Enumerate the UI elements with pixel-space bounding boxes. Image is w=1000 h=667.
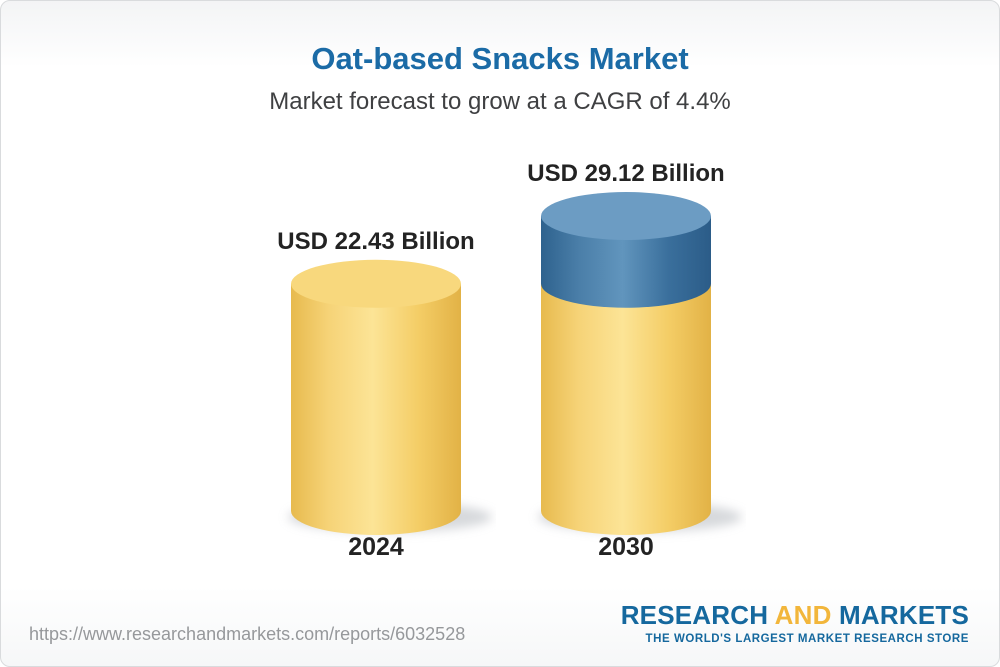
report-url-link[interactable]: https://www.researchandmarkets.com/repor…	[29, 624, 466, 644]
chart-subtitle: Market forecast to grow at a CAGR of 4.4…	[269, 88, 731, 115]
logo-wordmark: RESEARCH AND MARKETS	[621, 600, 969, 631]
bar-year-label-2030: 2030	[598, 533, 654, 561]
cylinder-top-face	[291, 259, 461, 308]
logo-word-and: AND	[774, 600, 832, 630]
logo-tagline: THE WORLD'S LARGEST MARKET RESEARCH STOR…	[645, 633, 969, 645]
bar-value-label-2030: USD 29.12 Billion	[527, 160, 725, 187]
cylinder-segment-yellow	[291, 283, 461, 535]
cylinder-segment-yellow	[541, 283, 711, 535]
bar-year-label-2024: 2024	[348, 533, 404, 561]
chart-title: Oat-based Snacks Market	[311, 41, 689, 76]
bar-value-label-2024: USD 22.43 Billion	[277, 227, 475, 255]
cylinder-top-face	[541, 192, 711, 240]
researchandmarkets-logo: RESEARCH AND MARKETS THE WORLD'S LARGEST…	[621, 600, 969, 645]
logo-word-research: RESEARCH	[620, 600, 769, 630]
bar-cylinder-2024	[288, 259, 492, 535]
cylinder-segment-blue	[541, 216, 711, 308]
logo-word-markets: MARKETS	[839, 600, 969, 630]
bar-cylinder-2030	[538, 192, 742, 535]
bar-chart: USD 22.43 Billion 2024 USD 29.12 Billion 20…	[1, 141, 999, 571]
